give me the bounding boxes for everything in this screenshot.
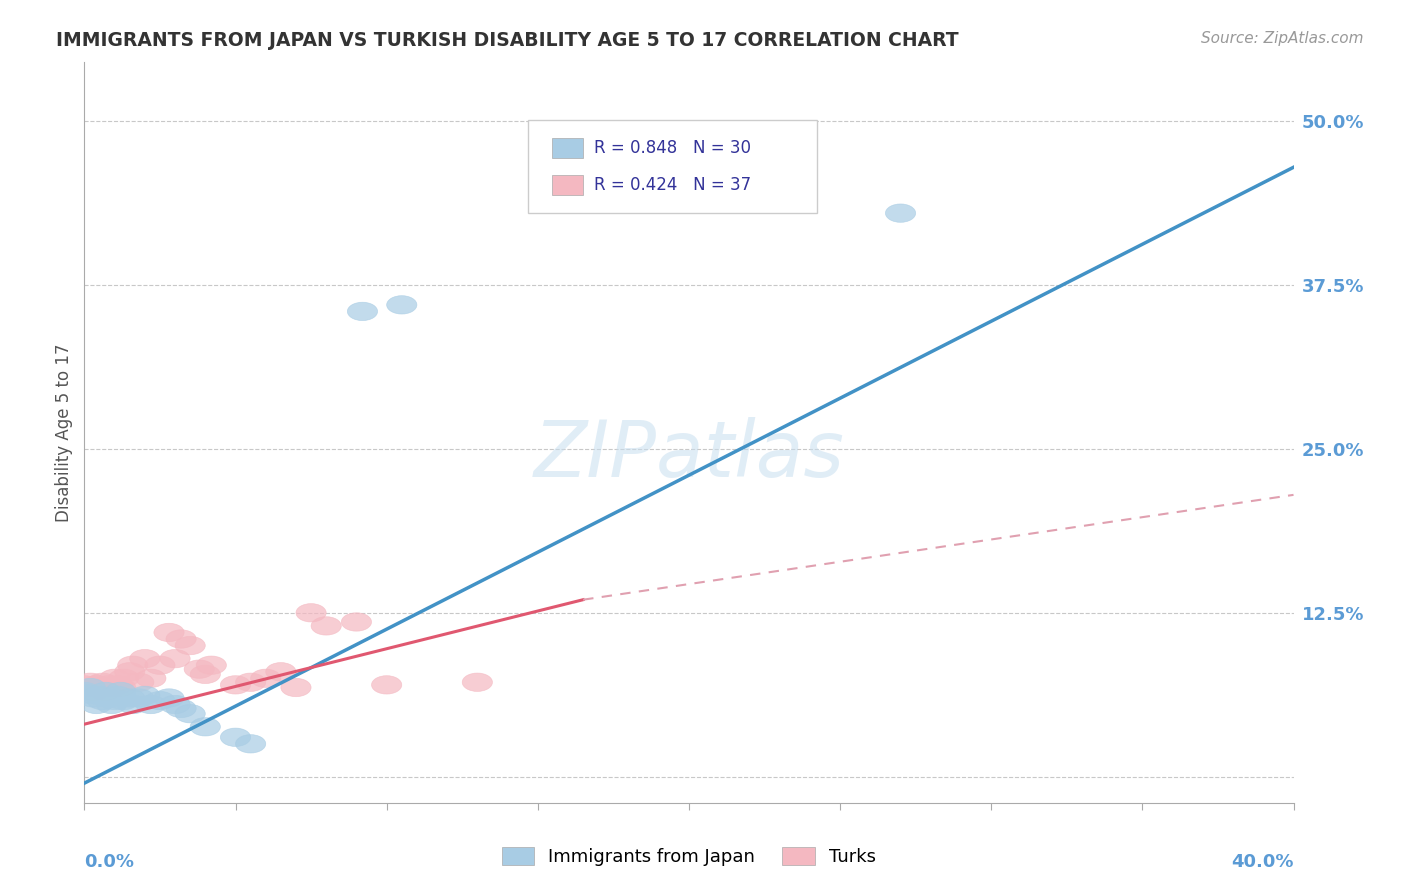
Text: R = 0.848   N = 30: R = 0.848 N = 30 <box>595 139 751 157</box>
Ellipse shape <box>84 686 115 705</box>
Ellipse shape <box>190 665 221 683</box>
Ellipse shape <box>79 682 108 700</box>
Ellipse shape <box>281 678 311 697</box>
Ellipse shape <box>153 624 184 641</box>
Y-axis label: Disability Age 5 to 17: Disability Age 5 to 17 <box>55 343 73 522</box>
Ellipse shape <box>136 696 166 714</box>
Ellipse shape <box>105 682 136 700</box>
Ellipse shape <box>236 735 266 753</box>
Ellipse shape <box>93 689 124 707</box>
Ellipse shape <box>76 678 105 697</box>
Ellipse shape <box>115 689 145 707</box>
Ellipse shape <box>124 689 153 707</box>
Ellipse shape <box>160 649 190 668</box>
Ellipse shape <box>190 718 221 736</box>
Ellipse shape <box>295 604 326 622</box>
Ellipse shape <box>69 682 100 700</box>
Ellipse shape <box>347 302 378 320</box>
Ellipse shape <box>93 676 124 694</box>
Ellipse shape <box>87 691 118 710</box>
Text: ZIPatlas: ZIPatlas <box>533 417 845 493</box>
Ellipse shape <box>197 656 226 674</box>
Ellipse shape <box>221 676 250 694</box>
Ellipse shape <box>387 295 418 314</box>
Ellipse shape <box>76 673 105 691</box>
Ellipse shape <box>129 649 160 668</box>
Ellipse shape <box>342 613 371 632</box>
Ellipse shape <box>72 678 103 697</box>
Ellipse shape <box>108 691 139 710</box>
Ellipse shape <box>184 660 214 678</box>
Ellipse shape <box>103 686 132 705</box>
Ellipse shape <box>153 689 184 707</box>
Ellipse shape <box>250 669 281 688</box>
Ellipse shape <box>145 691 174 710</box>
Ellipse shape <box>100 691 129 710</box>
Ellipse shape <box>100 669 129 688</box>
Ellipse shape <box>311 616 342 635</box>
Legend: Immigrants from Japan, Turks: Immigrants from Japan, Turks <box>495 839 883 873</box>
Ellipse shape <box>79 689 108 707</box>
Text: 0.0%: 0.0% <box>84 853 135 871</box>
Ellipse shape <box>90 682 121 700</box>
Ellipse shape <box>166 699 197 718</box>
Ellipse shape <box>166 630 197 648</box>
Text: Source: ZipAtlas.com: Source: ZipAtlas.com <box>1201 31 1364 46</box>
Ellipse shape <box>90 682 121 700</box>
Ellipse shape <box>176 705 205 723</box>
Ellipse shape <box>105 678 136 697</box>
Ellipse shape <box>115 663 145 681</box>
Ellipse shape <box>97 696 127 714</box>
Ellipse shape <box>124 673 153 691</box>
Ellipse shape <box>886 204 915 222</box>
Ellipse shape <box>176 636 205 655</box>
Ellipse shape <box>463 673 492 691</box>
Ellipse shape <box>160 696 190 714</box>
Ellipse shape <box>84 678 115 697</box>
Ellipse shape <box>145 656 174 674</box>
Ellipse shape <box>82 676 111 694</box>
Ellipse shape <box>72 685 103 703</box>
Ellipse shape <box>266 663 297 681</box>
Ellipse shape <box>371 676 402 694</box>
Ellipse shape <box>129 686 160 705</box>
Ellipse shape <box>69 676 100 694</box>
Ellipse shape <box>236 673 266 691</box>
Text: 40.0%: 40.0% <box>1232 853 1294 871</box>
Text: IMMIGRANTS FROM JAPAN VS TURKISH DISABILITY AGE 5 TO 17 CORRELATION CHART: IMMIGRANTS FROM JAPAN VS TURKISH DISABIL… <box>56 31 959 50</box>
Ellipse shape <box>82 696 111 714</box>
Ellipse shape <box>118 656 148 674</box>
Ellipse shape <box>118 696 148 714</box>
Ellipse shape <box>87 673 118 691</box>
Ellipse shape <box>97 678 127 697</box>
Ellipse shape <box>103 676 132 694</box>
Ellipse shape <box>221 728 250 747</box>
Ellipse shape <box>136 669 166 688</box>
Text: R = 0.424   N = 37: R = 0.424 N = 37 <box>595 177 752 194</box>
Ellipse shape <box>108 669 139 688</box>
